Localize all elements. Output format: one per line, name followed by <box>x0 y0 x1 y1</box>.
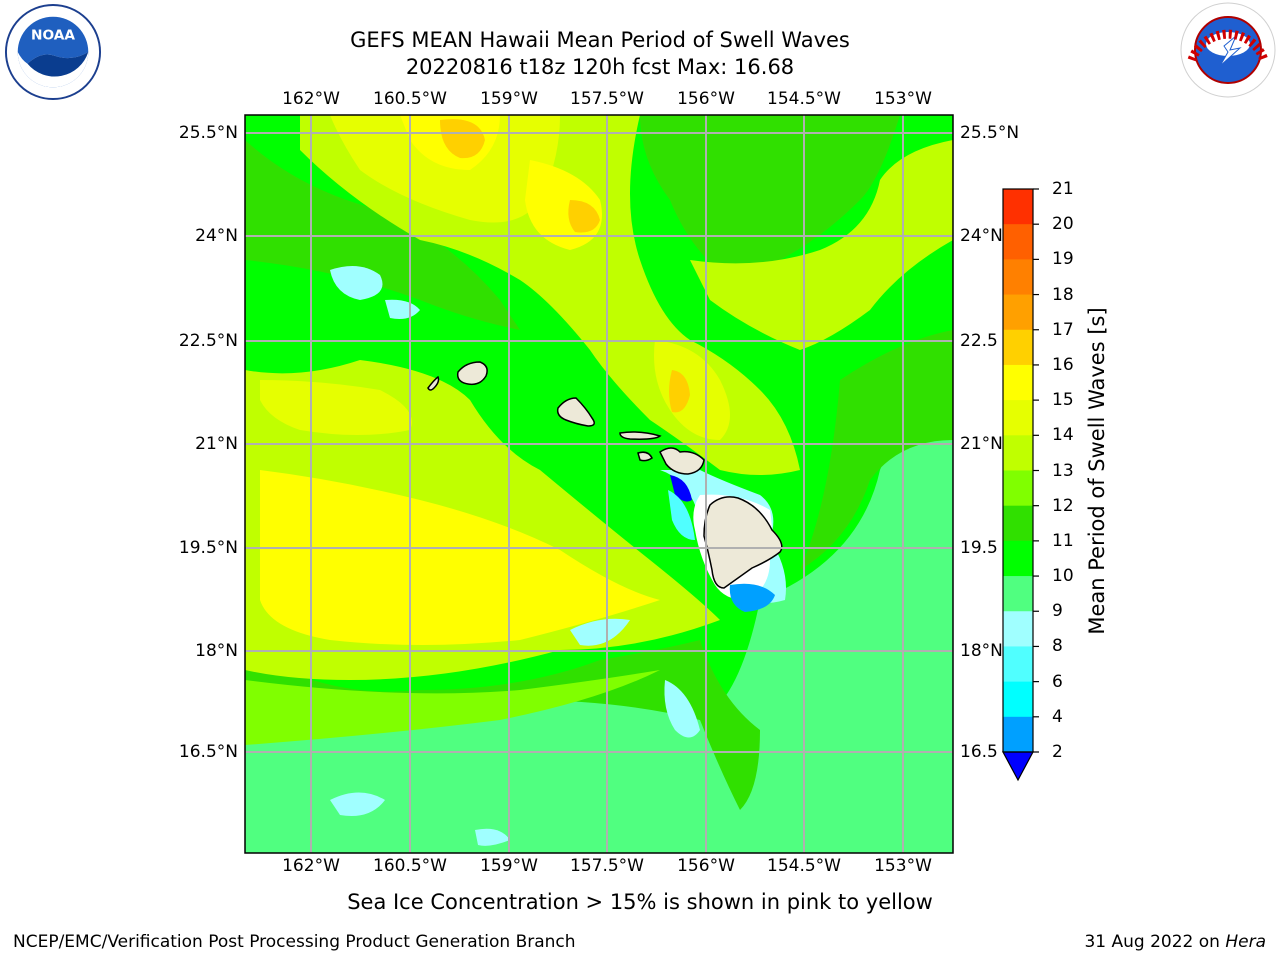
lon-label-top: 162°W <box>282 89 340 109</box>
colorbar-tick-label: 21 <box>1052 179 1074 199</box>
colorbar-segment <box>1003 505 1033 542</box>
maui-island <box>659 447 705 475</box>
colorbar-tick-label: 9 <box>1052 601 1063 622</box>
lon-label-bottom: 159°W <box>480 856 538 876</box>
lon-label-bottom: 156°W <box>677 856 735 876</box>
lon-label-bottom: 154.5°W <box>767 856 841 876</box>
colorbar-segment <box>1003 611 1033 647</box>
colorbar-tick-label: 2 <box>1052 742 1063 762</box>
lat-label-left: 25.5°N <box>178 123 238 143</box>
colorbar-tick-label: 18 <box>1052 284 1074 305</box>
lat-label-left: 21°N <box>195 434 238 454</box>
lat-label-right: 19.5 <box>960 538 998 558</box>
kauai-island <box>456 361 488 386</box>
noaa-logo: NOAA <box>4 3 102 101</box>
lon-label-top: 153°W <box>874 89 932 109</box>
colorbar-tick-label: 11 <box>1052 530 1074 551</box>
colorbar-segment <box>1003 646 1033 683</box>
lon-label-top: 159°W <box>480 89 538 109</box>
colorbar-segment <box>1003 294 1033 331</box>
lat-label-right: 25.5°N <box>960 123 1020 143</box>
colorbar-segment <box>1003 189 1033 225</box>
lon-label-top: 156°W <box>677 89 735 109</box>
lon-label-bottom: 153°W <box>874 856 932 876</box>
colorbar-tick-label: 15 <box>1052 390 1074 411</box>
colorbar-tick-label: 16 <box>1052 354 1074 375</box>
colorbar-tick-label: 6 <box>1052 671 1063 692</box>
lat-label-left: 18°N <box>195 641 238 661</box>
footer-host: Hera <box>1225 932 1266 952</box>
colorbar-segment <box>1003 435 1033 471</box>
lat-label-left: 16.5°N <box>178 742 238 762</box>
colorbar-segment <box>1003 470 1033 507</box>
colorbar-segment <box>1003 224 1033 260</box>
lat-label-left: 22.5°N <box>178 331 238 351</box>
lat-label-right: 21°N <box>960 434 1003 454</box>
colorbar-tick-label: 12 <box>1052 495 1074 516</box>
colorbar-tick-label: 19 <box>1052 249 1074 270</box>
oahu-island <box>556 397 595 427</box>
svg-text:NOAA: NOAA <box>31 27 75 43</box>
colorbar-tick-label: 14 <box>1052 425 1074 446</box>
colorbar-segment <box>1003 400 1033 436</box>
lon-label-top: 157.5°W <box>570 89 644 109</box>
lat-label-right: 18°N <box>960 641 1003 661</box>
colorbar-segment <box>1003 681 1033 718</box>
map-caption: Sea Ice Concentration > 15% is shown in … <box>347 890 933 914</box>
colorbar-segment <box>1003 329 1033 366</box>
niihau-island <box>427 375 440 391</box>
chart-title: GEFS MEAN Hawaii Mean Period of Swell Wa… <box>350 28 850 52</box>
lat-label-right: 24°N <box>960 226 1003 246</box>
lat-label-left: 24°N <box>195 226 238 246</box>
colorbar-tick-label: 17 <box>1052 319 1074 340</box>
colorbar-extend-triangle <box>1001 751 1035 782</box>
colorbar-tick-label: 4 <box>1052 706 1063 727</box>
colorbar-tick-label: 20 <box>1052 214 1074 235</box>
colorbar-segment <box>1003 364 1033 401</box>
colorbar-tick-label: 8 <box>1052 636 1063 657</box>
lat-label-right: 16.5 <box>960 742 998 762</box>
lat-label-right: 22.5 <box>960 331 998 351</box>
lon-label-top: 154.5°W <box>767 89 841 109</box>
lon-label-top: 160.5°W <box>373 89 447 109</box>
colorbar-segment <box>1003 716 1033 753</box>
lon-label-bottom: 157.5°W <box>570 856 644 876</box>
colorbar <box>1001 188 1039 782</box>
swell-field <box>245 115 953 853</box>
footer-date: 31 Aug 2022 on Hera <box>1084 932 1266 952</box>
map-gridlines <box>245 115 953 853</box>
colorbar-segment <box>1003 576 1033 612</box>
nws-logo <box>1180 2 1276 98</box>
colorbar-tick-label: 10 <box>1052 566 1074 587</box>
lat-label-left: 19.5°N <box>178 538 238 558</box>
lanai-island <box>637 451 653 462</box>
lon-label-bottom: 160.5°W <box>373 856 447 876</box>
colorbar-segment <box>1003 259 1033 296</box>
lon-label-bottom: 162°W <box>282 856 340 876</box>
map-frame <box>244 114 954 854</box>
molokai-island <box>619 431 662 440</box>
colorbar-label: Mean Period of Swell Waves [s] <box>1085 307 1109 635</box>
footer-date-text: 31 Aug 2022 on <box>1084 932 1220 952</box>
colorbar-segment <box>1003 540 1033 577</box>
chart-subtitle: 20220816 t18z 120h fcst Max: 16.68 <box>405 55 795 79</box>
footer-credit: NCEP/EMC/Verification Post Processing Pr… <box>13 932 576 952</box>
colorbar-tick-label: 13 <box>1052 460 1074 481</box>
